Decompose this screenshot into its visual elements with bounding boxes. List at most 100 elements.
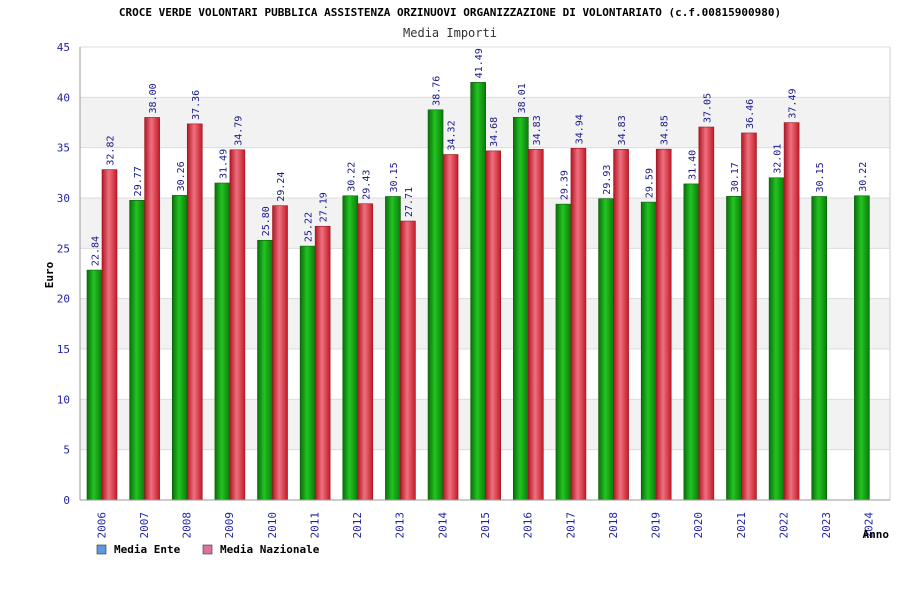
data-label-nazionale-2022: 37.49 — [788, 88, 799, 118]
bars-group — [86, 82, 870, 501]
legend-swatch-ente — [96, 544, 107, 555]
bar-ente-2006 — [86, 269, 103, 501]
axes-group: 0 5 10 15 20 25 30 35 40 45 2006 2007 2008 2009 2010 20… — [57, 41, 891, 539]
x-tick-label: 2016 — [522, 512, 535, 539]
y-tick-label: 15 — [57, 343, 70, 356]
bar-ente-2016 — [513, 117, 529, 501]
y-tick-label: 0 — [63, 494, 70, 507]
data-label-ente-2019: 29.59 — [645, 168, 656, 198]
y-tick-label: 5 — [63, 444, 70, 457]
data-label-ente-2013: 30.15 — [389, 162, 400, 192]
legend-swatch-nazionale — [202, 544, 213, 555]
data-label-nazionale-2013: 27.71 — [404, 187, 415, 217]
bar-ente-2019 — [640, 201, 657, 501]
bar-ente-2008 — [171, 195, 188, 501]
bar-nazionale-2010 — [272, 205, 288, 501]
data-label-ente-2014: 38.76 — [432, 76, 443, 106]
bar-ente-2011 — [299, 245, 316, 501]
data-label-nazionale-2009: 34.79 — [233, 116, 244, 146]
bar-nazionale-2009 — [229, 149, 246, 501]
data-label-nazionale-2019: 34.85 — [660, 115, 671, 145]
y-tick-label: 30 — [57, 192, 70, 205]
bar-nazionale-2017 — [570, 147, 587, 501]
legend-label-ente: Media Ente — [114, 543, 181, 556]
chart-title: CROCE VERDE VOLONTARI PUBBLICA ASSISTENZ… — [119, 6, 781, 19]
data-label-nazionale-2011: 27.19 — [319, 192, 330, 222]
x-tick-label: 2024 — [863, 512, 876, 539]
bar-ente-2013 — [385, 196, 401, 501]
y-tick-label: 45 — [57, 41, 70, 54]
x-tick-label: 2007 — [138, 512, 151, 539]
bar-nazionale-2018 — [613, 149, 629, 501]
x-tick-label: 2009 — [223, 512, 236, 539]
y-tick-label: 20 — [57, 293, 70, 306]
data-label-nazionale-2012: 29.43 — [361, 170, 372, 200]
chart-subtitle: Media Importi — [403, 26, 497, 40]
x-tick-label: 2008 — [181, 512, 194, 539]
data-label-nazionale-2015: 34.68 — [489, 117, 500, 147]
y-tick-label: 40 — [57, 91, 70, 104]
bar-nazionale-2012 — [357, 203, 374, 501]
x-tick-label: 2014 — [436, 512, 449, 539]
data-label-ente-2007: 29.77 — [133, 166, 144, 196]
data-label-ente-2011: 25.22 — [304, 212, 315, 242]
data-label-nazionale-2021: 36.46 — [745, 99, 756, 129]
bar-ente-2020 — [683, 183, 700, 501]
bar-ente-2009 — [214, 182, 231, 501]
data-label-ente-2022: 32.01 — [773, 144, 784, 174]
y-tick-label: 10 — [57, 393, 70, 406]
bar-ente-2018 — [598, 198, 614, 501]
x-tick-label: 2011 — [308, 512, 321, 539]
x-tick-label: 2021 — [735, 512, 748, 539]
bar-nazionale-2011 — [314, 225, 331, 501]
data-label-ente-2017: 29.39 — [559, 170, 570, 200]
bar-nazionale-2007 — [144, 117, 160, 501]
x-axis-title: Anno — [863, 528, 890, 541]
bar-nazionale-2015 — [485, 150, 501, 501]
bar-ente-2021 — [726, 195, 742, 501]
data-label-ente-2016: 38.01 — [517, 83, 528, 113]
data-label-nazionale-2007: 38.00 — [148, 83, 159, 113]
data-label-ente-2021: 30.17 — [730, 162, 741, 192]
bar-nazionale-2008 — [186, 123, 203, 501]
bar-nazionale-2006 — [101, 169, 118, 501]
data-labels-group: 22.84 32.82 29.77 38.00 30.26 37.36 31.49 34.79… — [91, 48, 869, 266]
bar-ente-2014 — [427, 109, 444, 501]
x-tick-label: 2017 — [564, 512, 577, 539]
data-label-nazionale-2016: 34.83 — [532, 115, 543, 145]
data-label-nazionale-2020: 37.05 — [702, 93, 713, 123]
data-label-ente-2009: 31.49 — [218, 149, 229, 179]
x-tick-label: 2018 — [607, 512, 620, 539]
legend-label-nazionale: Media Nazionale — [220, 543, 320, 556]
data-label-nazionale-2008: 37.36 — [191, 90, 202, 120]
x-tick-label: 2006 — [95, 512, 108, 539]
data-label-ente-2023: 30.15 — [815, 162, 826, 192]
data-label-nazionale-2006: 32.82 — [106, 136, 117, 166]
y-axis-title: Euro — [43, 261, 56, 288]
legend: Media Ente Media Nazionale — [96, 543, 320, 556]
data-label-nazionale-2010: 29.24 — [276, 172, 287, 202]
bar-ente-2023 — [811, 196, 828, 501]
data-label-ente-2008: 30.26 — [176, 161, 187, 191]
data-label-nazionale-2018: 34.83 — [617, 115, 628, 145]
bar-nazionale-2014 — [442, 154, 459, 501]
data-label-ente-2006: 22.84 — [91, 236, 102, 266]
bar-nazionale-2016 — [528, 149, 544, 501]
x-tick-label: 2012 — [351, 512, 364, 539]
y-tick-label: 35 — [57, 142, 70, 155]
bar-ente-2017 — [555, 203, 572, 501]
data-label-ente-2024: 30.22 — [858, 162, 869, 192]
bar-ente-2015 — [470, 82, 486, 501]
bar-nazionale-2020 — [698, 126, 715, 501]
x-tick-label: 2015 — [479, 512, 492, 539]
x-tick-label: 2020 — [692, 512, 705, 539]
bar-ente-2024 — [854, 195, 870, 501]
x-tick-label: 2019 — [650, 512, 663, 539]
bar-nazionale-2021 — [741, 132, 757, 501]
x-tick-label: 2022 — [777, 512, 790, 539]
data-label-ente-2012: 30.22 — [346, 162, 357, 192]
bar-ente-2022 — [768, 177, 785, 501]
x-tick-label: 2013 — [394, 512, 407, 539]
